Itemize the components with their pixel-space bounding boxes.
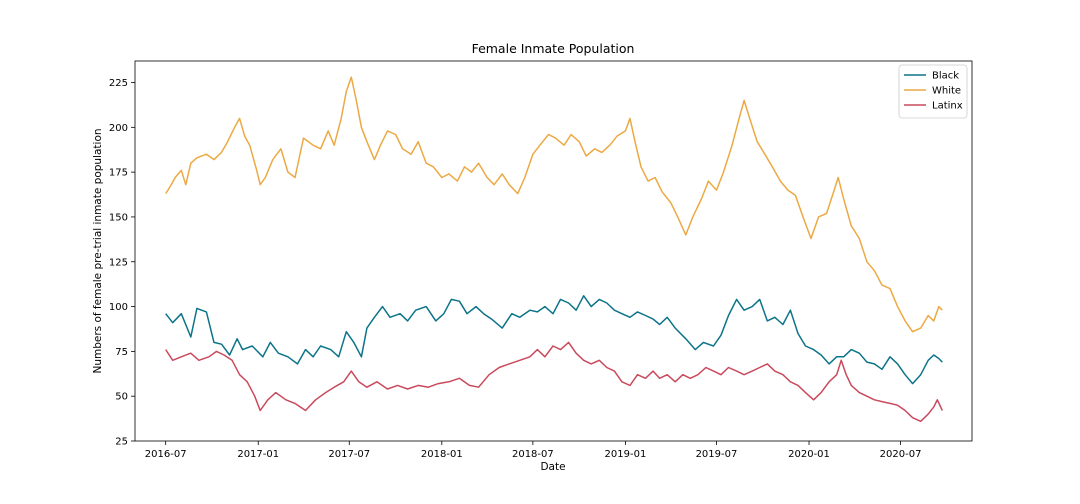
y-tick-label: 25	[115, 437, 128, 448]
y-tick-label: 175	[109, 168, 128, 179]
x-tick-label: 2018-07	[512, 449, 554, 460]
x-tick-label: 2019-07	[696, 449, 738, 460]
y-tick-label: 225	[109, 78, 128, 89]
x-tick-label: 2017-01	[237, 449, 279, 460]
y-tick-label: 200	[109, 123, 128, 134]
series-line-latinx	[165, 341, 943, 423]
x-tick-label: 2020-07	[880, 449, 922, 460]
plot-frame	[134, 60, 973, 442]
series-line-black	[165, 295, 943, 385]
y-tick-label: 50	[115, 392, 128, 403]
x-tick-label: 2016-07	[145, 449, 187, 460]
x-tick-label: 2020-01	[788, 449, 830, 460]
legend-label-black: Black	[932, 71, 959, 82]
x-axis: 2016-07 2017-01 2017-07 2018-01 2018-07 2019-…	[145, 441, 922, 460]
y-tick-label: 75	[115, 347, 128, 358]
y-tick-label: 125	[109, 257, 128, 268]
series-line-white	[165, 76, 943, 333]
y-axis-label: Numbers of female pre-trial inmate popul…	[92, 128, 104, 373]
y-tick-label: 100	[109, 302, 128, 313]
y-axis: 25 50 75 100 125 150 175 200 225	[109, 78, 135, 448]
x-tick-label: 2018-01	[421, 449, 463, 460]
x-axis-label: Date	[540, 461, 565, 473]
plot-area	[165, 76, 943, 423]
y-tick-label: 150	[109, 212, 128, 223]
legend: Black White Latinx	[898, 64, 968, 119]
x-tick-label: 2017-07	[328, 449, 370, 460]
legend-label-white: White	[932, 86, 961, 97]
x-tick-label: 2019-01	[605, 449, 647, 460]
legend-label-latinx: Latinx	[932, 101, 963, 112]
chart-title: Female Inmate Population	[472, 41, 635, 56]
